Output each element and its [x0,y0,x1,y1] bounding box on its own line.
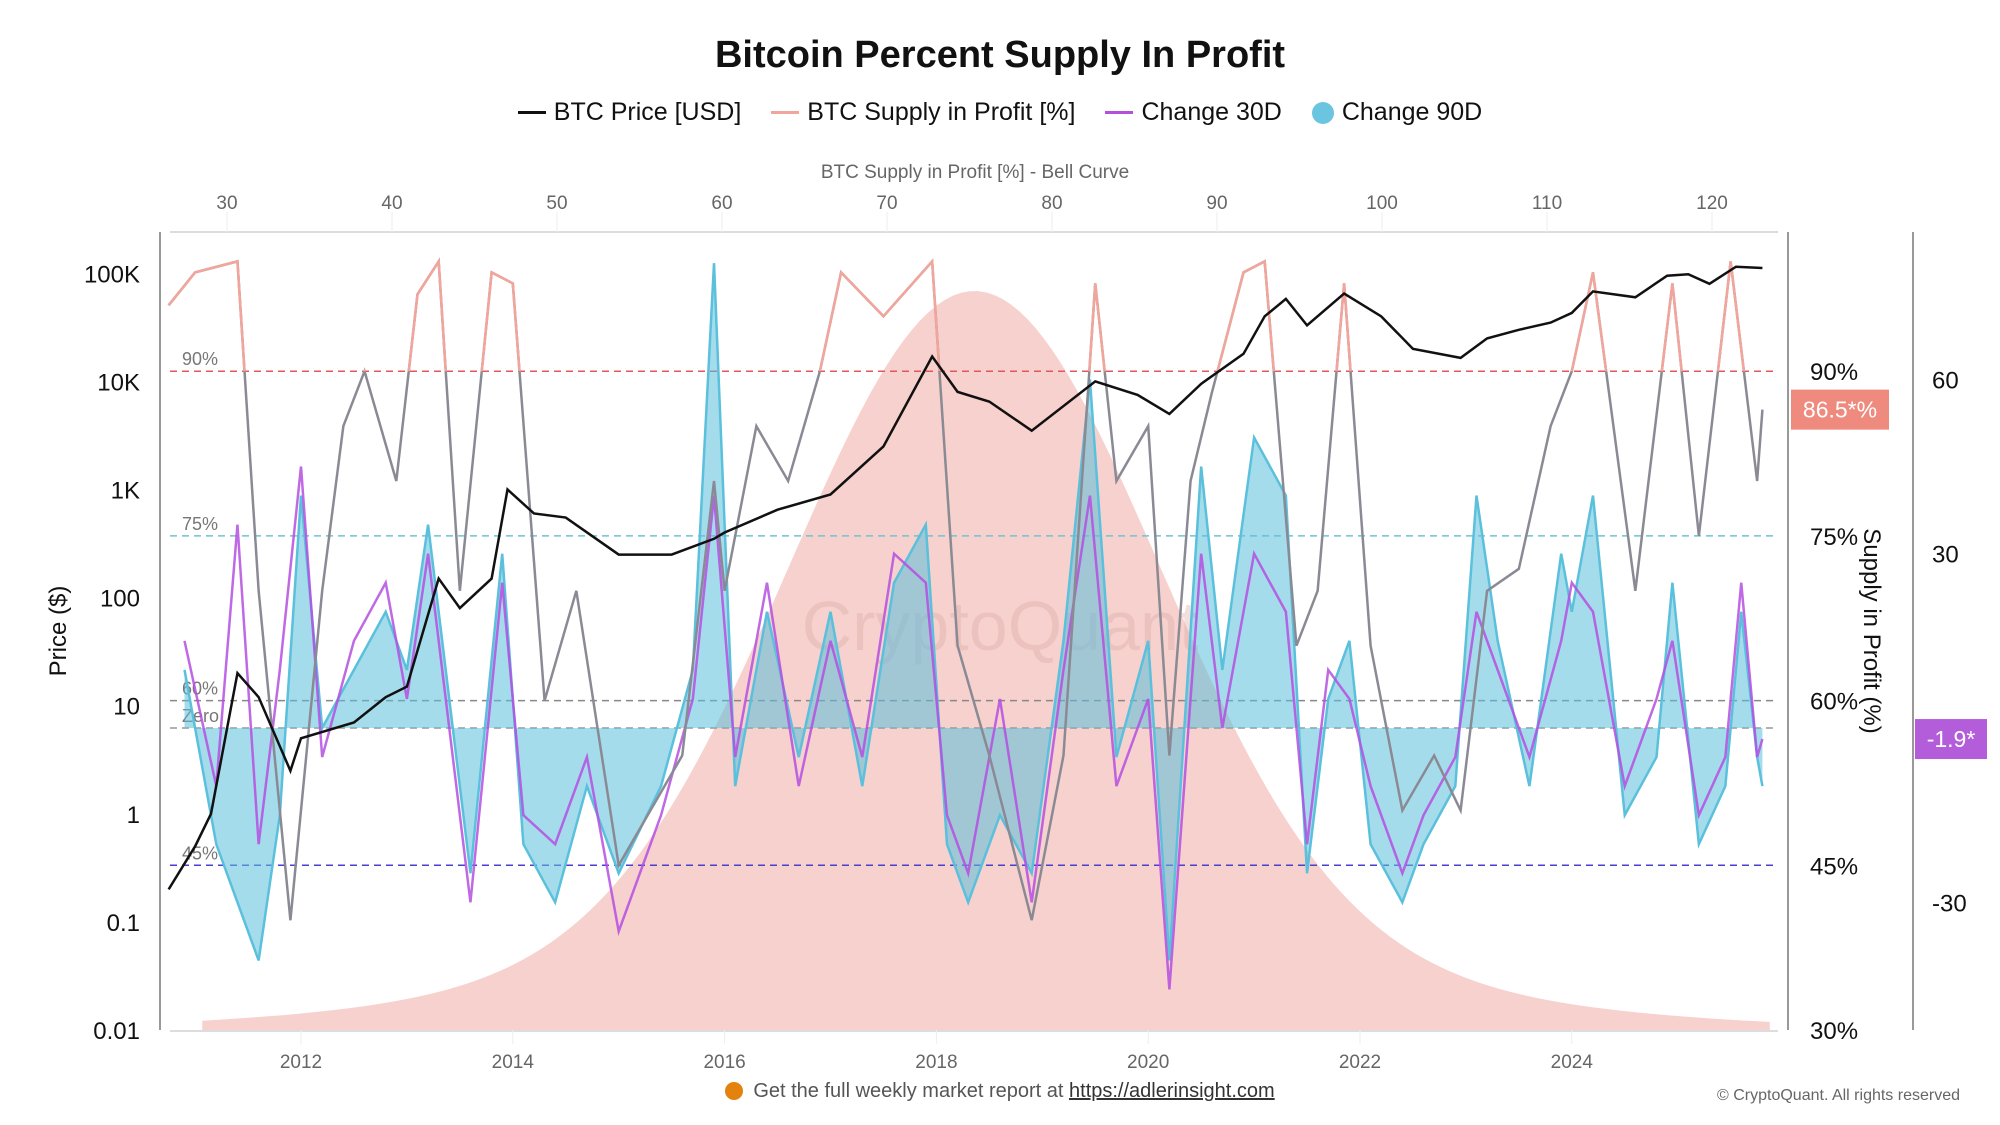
btc-price-line [167,265,1763,891]
x-axis-tick: 2018 [915,1052,957,1073]
y-left-tick: 100K [84,261,140,288]
price-swatch-icon [517,111,546,114]
top-axis-tick: 90 [1206,193,1227,214]
x-axis-tick: 2020 [1127,1052,1169,1073]
footer: Get the full weekly market report at htt… [0,1080,2000,1103]
x-axis-tick: 2024 [1551,1052,1594,1073]
legend-label: Change 90D [1341,98,1483,126]
legend: BTC Price [USD] BTC Supply in Profit [%]… [0,98,2000,127]
supply-in-profit-line-above-90 [167,257,1746,372]
change-90d-line [183,263,1764,961]
y-left-tick: 10 [113,694,140,721]
top-axis-tick: 70 [876,193,897,214]
y-change-tick: 60 [1932,367,1959,394]
change30-swatch-icon [1105,111,1134,114]
top-axis-tick: 110 [1532,193,1562,214]
change-30d-line [183,466,1764,990]
change-badge [1915,719,1987,760]
footer-text: Get the full weekly market report at [753,1080,1070,1102]
x-axis-tick: 2016 [703,1052,745,1073]
y-left-tick: 0.1 [107,910,140,937]
top-axis-tick: 80 [1041,193,1062,214]
legend-label: BTC Supply in Profit [%] [807,98,1076,126]
top-axis-tick: 30 [216,193,237,214]
supply-badge-label: 86.5*% [1803,397,1877,423]
supply-badge [1791,389,1889,430]
y-left-tick: 10K [97,369,140,396]
y-left-tick: 1K [111,478,140,505]
bell-curve-area [202,291,1770,1030]
change-90d-area [184,263,1763,961]
reference-line-label: 90% [182,349,218,369]
x-axis-tick: 2014 [492,1052,535,1073]
y-left-tick: 0.01 [93,1018,140,1045]
top-axis-tick: 120 [1696,193,1728,214]
legend-item-price[interactable]: BTC Price [USD] [517,98,742,127]
chart-title: Bitcoin Percent Supply In Profit [714,34,1286,76]
y-change-tick: 30 [1932,542,1959,569]
change90-swatch-icon [1311,101,1334,124]
y-right-tick: 30% [1810,1018,1858,1045]
legend-item-change30[interactable]: Change 30D [1105,98,1282,127]
x-axis-tick: 2022 [1339,1052,1381,1073]
top-axis-tick: 50 [546,193,567,214]
y-left-label: Price ($) [45,586,72,677]
footer-link[interactable]: https://adlerinsight.com [1069,1080,1275,1102]
legend-item-supply[interactable]: BTC Supply in Profit [%] [771,98,1075,127]
top-axis-tick: 100 [1366,193,1398,214]
y-right-tick: 90% [1810,359,1858,386]
reference-line-label: 45% [182,843,218,863]
legend-label: Change 30D [1141,98,1282,126]
x-axis-tick: 2012 [280,1052,322,1073]
top-axis-label: BTC Supply in Profit [%] - Bell Curve [821,162,1129,183]
change-badge-label: -1.9* [1927,726,1976,752]
y-right-tick: 45% [1810,853,1858,880]
top-axis-tick: 60 [711,193,732,214]
watermark: CryptoQuant [802,587,1199,665]
y-right-tick: 75% [1810,524,1858,551]
y-left-tick: 1 [127,802,140,829]
reference-line-label: 75% [182,514,218,534]
y-left-tick: 100 [100,586,140,613]
legend-item-change90[interactable]: Change 90D [1311,98,1483,127]
coin-icon [725,1082,744,1100]
reference-line-label: 60% [182,679,218,699]
y-right-tick: 60% [1810,689,1858,716]
series-group [167,257,1764,990]
legend-label: BTC Price [USD] [553,98,742,126]
copyright: © CryptoQuant. All rights reserved [1717,1087,1960,1104]
y-right-label: Supply in Profit (%) [1858,528,1885,733]
supply-swatch-icon [771,111,800,114]
top-axis-tick: 40 [381,193,402,214]
y-change-tick: -30 [1932,890,1967,917]
